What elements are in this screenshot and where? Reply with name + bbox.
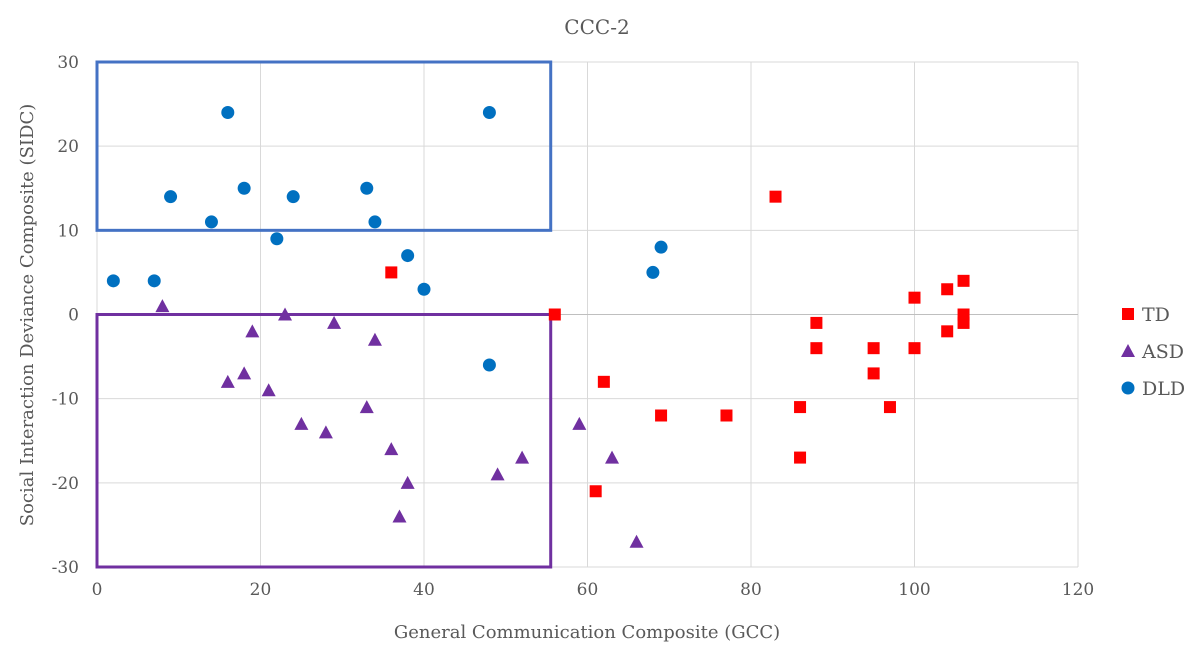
td-point <box>655 409 668 422</box>
dld-point <box>106 274 120 288</box>
dld-point <box>221 106 235 119</box>
asd-point <box>384 442 399 456</box>
annotation-boxes <box>95 60 553 569</box>
dld-point <box>482 106 496 119</box>
x-tick-label: 20 <box>250 580 272 600</box>
dld-point <box>164 190 178 204</box>
td-point <box>957 316 970 329</box>
x-tick-label: 60 <box>577 580 599 600</box>
dld-point <box>286 190 300 204</box>
asd-point <box>327 315 342 329</box>
td-point <box>908 342 921 355</box>
legend-marker-dld <box>1121 381 1135 395</box>
y-tick-label: 10 <box>57 221 79 241</box>
chart-title: CCC-2 <box>564 15 629 39</box>
asd-point <box>220 374 235 388</box>
y-tick-label: 20 <box>57 137 79 157</box>
dld-point <box>147 274 161 288</box>
td-point <box>810 316 823 329</box>
td-point <box>810 342 823 355</box>
dld-point <box>646 265 660 279</box>
legend-label-asd: ASD <box>1141 341 1184 363</box>
asd-point <box>572 416 587 430</box>
x-tick-label: 40 <box>413 580 435 600</box>
annotation-box <box>95 313 553 569</box>
tick-labels: 0 20 40 60 80 100 120 -30 -20 -10 0 10 20 30 <box>52 53 1095 600</box>
asd-point <box>490 467 505 481</box>
x-tick-label: 120 <box>1062 580 1094 600</box>
td-point <box>720 409 733 422</box>
asd-point <box>155 299 170 313</box>
legend-label-dld: DLD <box>1142 378 1185 400</box>
td-point <box>548 308 561 321</box>
y-tick-label: -30 <box>52 558 79 578</box>
y-tick-label: -20 <box>52 474 79 494</box>
asd-point <box>400 475 415 489</box>
td-point <box>589 485 602 498</box>
dld-point <box>204 215 218 229</box>
legend-marker-td <box>1122 308 1134 320</box>
y-tick-label: 30 <box>57 53 79 73</box>
td-point <box>941 283 954 296</box>
asd-point <box>237 366 252 380</box>
dld-point <box>368 215 382 229</box>
dld-point <box>654 240 668 254</box>
td-point <box>957 274 970 287</box>
dld-point <box>482 358 496 372</box>
x-axis-label: General Communication Composite (GCC) <box>394 622 780 643</box>
asd-point <box>605 450 620 464</box>
td-point <box>794 451 807 464</box>
td-point <box>883 401 896 414</box>
data-points <box>106 106 970 548</box>
asd-point <box>278 307 293 321</box>
td-point <box>867 367 880 380</box>
asd-point <box>629 534 644 548</box>
legend-marker-asd <box>1121 344 1135 357</box>
legend-label-td: TD <box>1142 304 1170 326</box>
asd-point <box>245 324 260 338</box>
dld-point <box>270 232 284 246</box>
asd-point <box>515 450 530 464</box>
x-tick-label: 100 <box>898 580 930 600</box>
y-axis-label: Social Interaction Deviance Composite (S… <box>17 104 38 526</box>
x-tick-label: 80 <box>740 580 762 600</box>
asd-point <box>294 416 309 430</box>
td-point <box>941 325 954 338</box>
dld-point <box>360 181 374 195</box>
asd-point <box>359 400 374 414</box>
td-point <box>867 342 880 355</box>
x-tick-label: 0 <box>92 580 103 600</box>
annotation-box <box>95 60 553 232</box>
dld-point <box>401 249 415 263</box>
asd-point <box>261 383 276 397</box>
asd-point <box>318 425 333 439</box>
legend: TD ASD DLD <box>1121 304 1185 400</box>
td-point <box>908 291 921 304</box>
td-point <box>794 401 807 414</box>
y-tick-label: 0 <box>68 306 79 326</box>
td-point <box>769 190 782 203</box>
y-tick-label: -10 <box>52 390 79 410</box>
dld-point <box>417 282 431 296</box>
asd-point <box>392 509 407 523</box>
dld-point <box>237 181 251 195</box>
asd-point <box>367 332 382 346</box>
td-point <box>597 375 610 388</box>
td-point <box>385 266 398 279</box>
